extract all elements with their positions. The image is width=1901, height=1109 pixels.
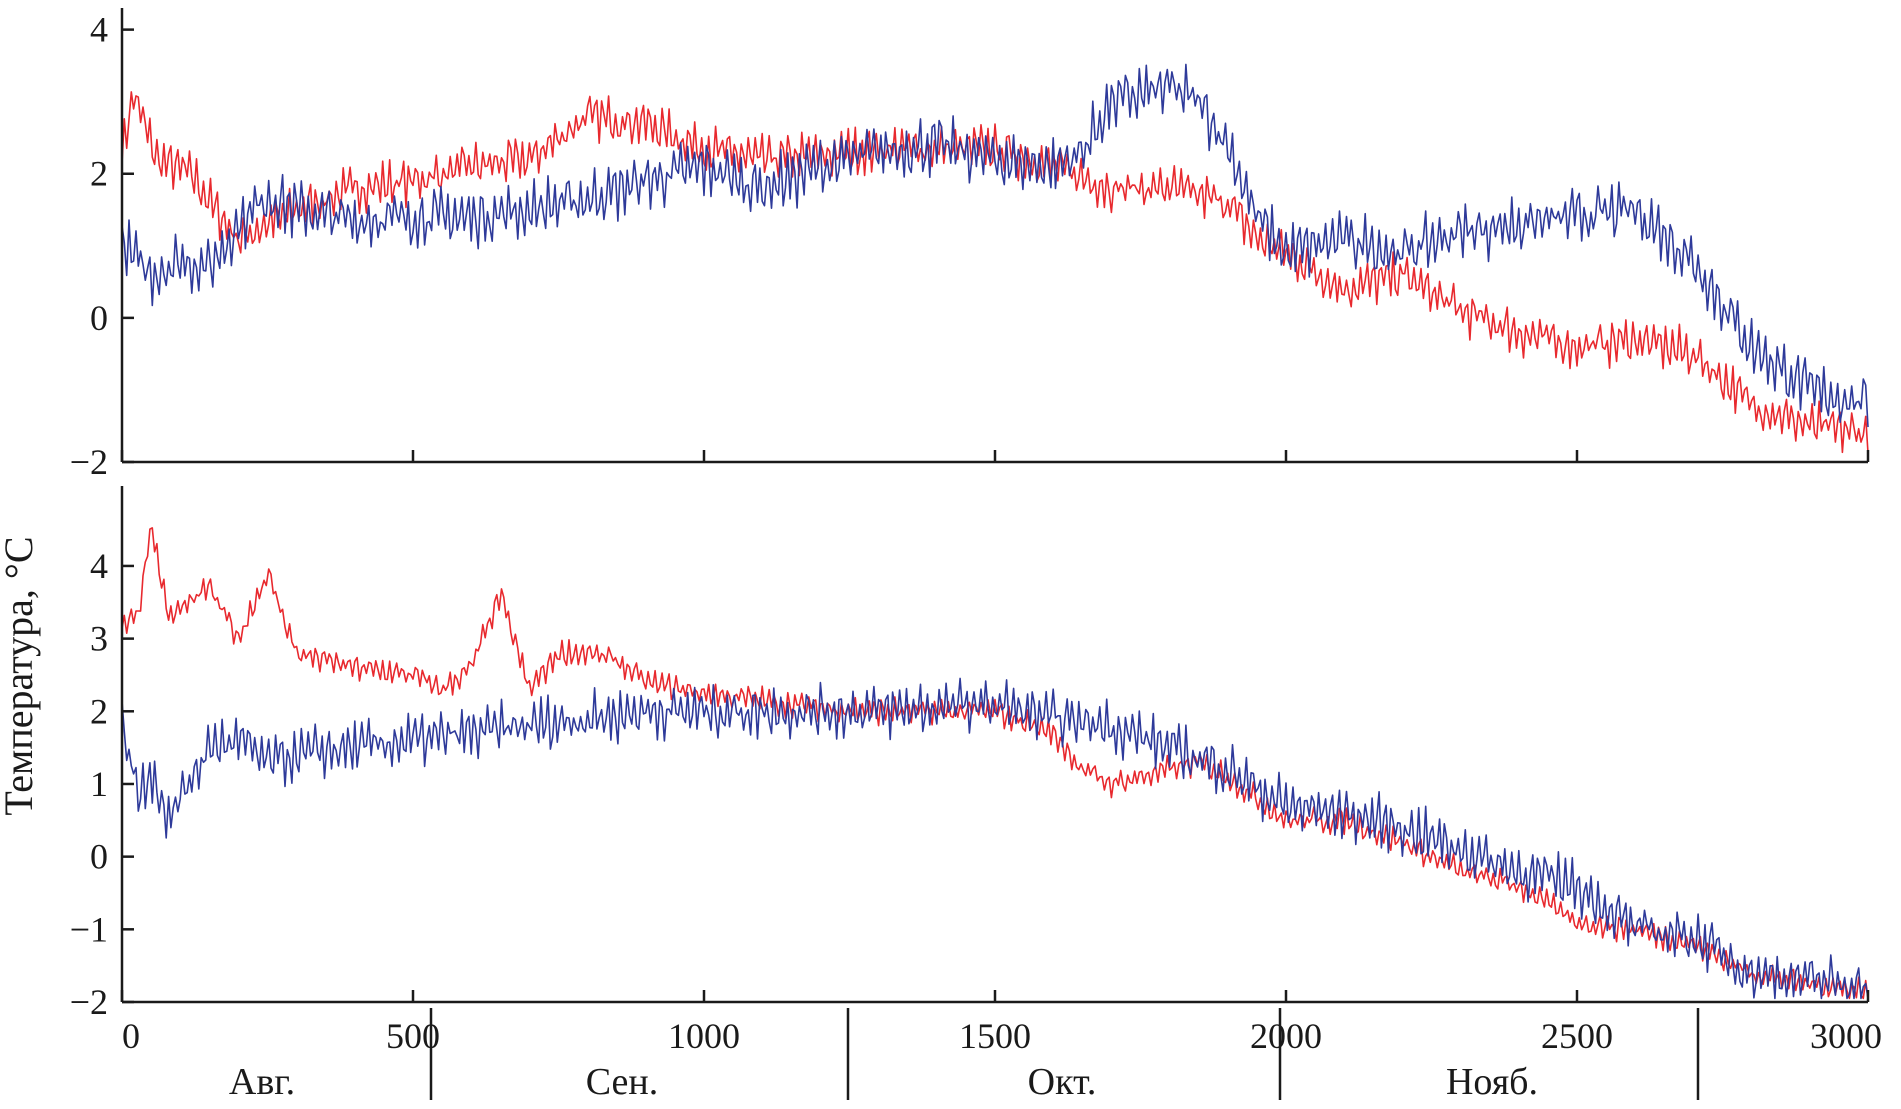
bottom-y-tick-label: −1 [70, 909, 108, 949]
bottom-series-blue [121, 677, 1869, 1000]
bottom-x-tick-label: 1000 [668, 1016, 740, 1056]
top-y-tick-label: 0 [90, 298, 108, 338]
month-label-nov: Нояб. [1446, 1061, 1538, 1103]
bottom-y-tick-label: 2 [90, 691, 108, 731]
y-axis-label: Температура, °C [0, 536, 41, 815]
bottom-y-tick-label: 4 [90, 546, 108, 586]
bottom-series-red [121, 527, 1869, 1000]
bottom-y-tick-label: 3 [90, 619, 108, 659]
top-y-tick-label: −2 [70, 442, 108, 482]
month-label-aug: Авг. [229, 1061, 295, 1103]
bottom-series-group [121, 527, 1869, 1000]
bottom-x-ticks: 0 500 1000 1500 2000 2500 3000 [120, 990, 1882, 1056]
top-y-tick-label: 4 [90, 10, 108, 50]
bottom-y-tick-label: −2 [70, 982, 108, 1022]
top-y-ticks: −2 0 2 4 [70, 10, 134, 482]
month-label-sep: Сен. [586, 1061, 659, 1103]
top-x-ticks [120, 450, 1870, 462]
bottom-y-ticks: −2 −1 0 1 2 3 4 [70, 546, 134, 1022]
top-series-red [121, 91, 1869, 454]
bottom-y-tick-label: 1 [90, 764, 108, 804]
bottom-x-tick-label: 2000 [1250, 1016, 1322, 1056]
bottom-x-tick-label: 1500 [959, 1016, 1031, 1056]
month-label-oct: Окт. [1028, 1061, 1097, 1103]
top-series-group [121, 63, 1869, 454]
bottom-x-tick-label: 3000 [1810, 1016, 1882, 1056]
bottom-x-tick-label: 0 [122, 1016, 140, 1056]
top-y-tick-label: 2 [90, 154, 108, 194]
top-series-blue [121, 63, 1869, 428]
bottom-x-tick-label: 2500 [1541, 1016, 1613, 1056]
bottom-y-tick-label: 0 [90, 837, 108, 877]
top-panel: −2 0 2 4 [70, 8, 1870, 482]
month-band: Авг. Сен. Окт. Нояб. [229, 1008, 1700, 1103]
